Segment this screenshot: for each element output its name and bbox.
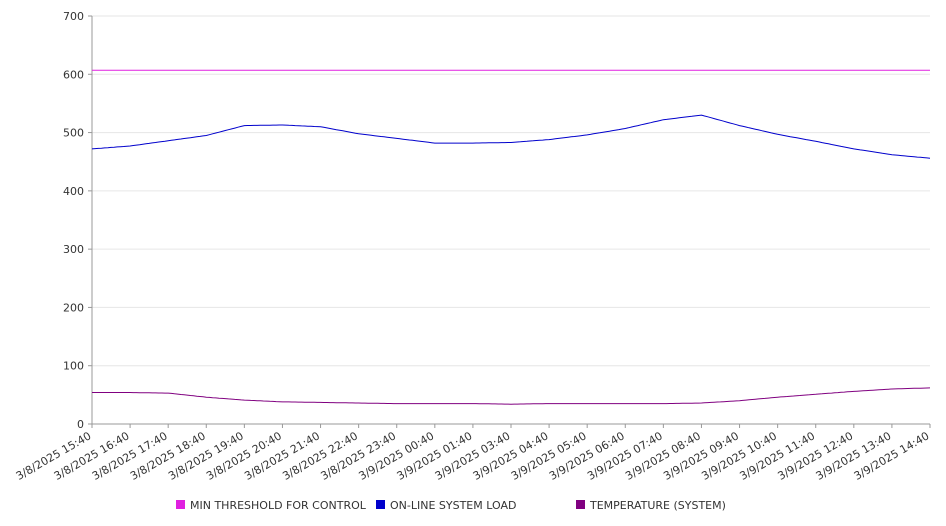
- series-line-1: [91, 114, 931, 159]
- series-lines: [91, 69, 931, 405]
- legend-label: MIN THRESHOLD FOR CONTROL: [190, 499, 367, 512]
- legend-swatch: [176, 500, 185, 509]
- legend-swatch: [576, 500, 585, 509]
- y-tick-label: 200: [63, 301, 84, 314]
- y-tick-label: 500: [63, 127, 84, 140]
- legend-swatch: [376, 500, 385, 509]
- y-tick-label: 700: [63, 10, 84, 23]
- y-tick-label: 0: [77, 418, 84, 431]
- grid-lines: [92, 15, 930, 367]
- series-line-2: [92, 387, 931, 405]
- y-tick-label: 400: [63, 185, 84, 198]
- y-tick-label: 100: [63, 360, 84, 373]
- x-axis-ticks: 3/8/2025 15:403/8/2025 16:403/8/2025 17:…: [14, 424, 932, 483]
- y-tick-label: 300: [63, 243, 84, 256]
- legend: MIN THRESHOLD FOR CONTROL ON-LINE SYSTEM …: [176, 499, 726, 512]
- axes: [91, 16, 930, 425]
- legend-label: TEMPERATURE (SYSTEM): [589, 499, 726, 512]
- y-tick-label: 600: [63, 68, 84, 81]
- legend-label: ON-LINE SYSTEM LOAD: [390, 499, 516, 512]
- y-axis-ticks: 0 100 200 300 400 500 600 700: [63, 10, 92, 431]
